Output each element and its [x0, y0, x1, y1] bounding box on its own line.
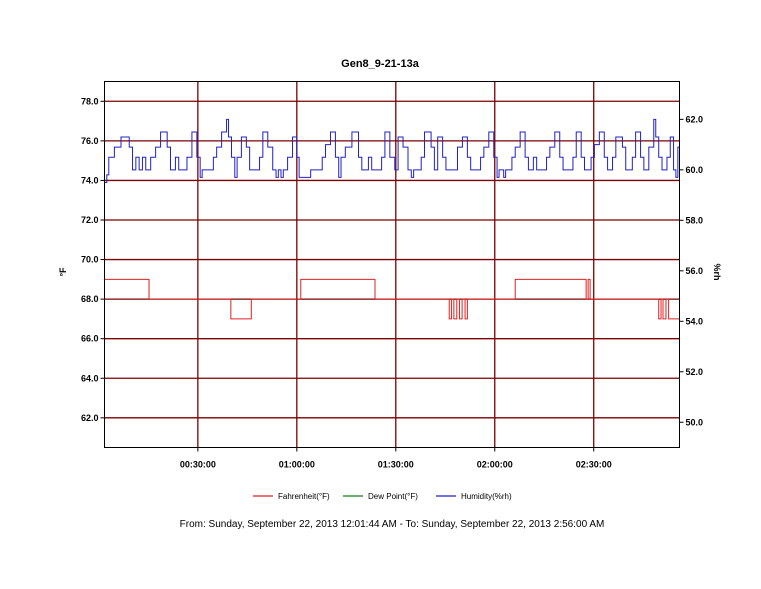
left-tick-label: 62.0	[81, 413, 99, 423]
x-tick-label: 02:30:00	[576, 460, 612, 470]
humidity-series-line	[104, 118, 680, 183]
x-tick-label: 01:00:00	[279, 460, 315, 470]
series-lines	[104, 118, 680, 320]
chart-title: Gen8_9-21-13a	[341, 58, 420, 70]
x-tick-label: 00:30:00	[180, 460, 216, 470]
left-tick-label: 64.0	[81, 373, 99, 383]
right-tick-label: 50.0	[686, 417, 704, 427]
legend-item-humidity-label: Humidity(%rh)	[461, 492, 512, 501]
right-tick-label: 54.0	[686, 316, 704, 326]
legend-item-dew-point-label: Dew Point(°F)	[368, 492, 418, 501]
left-tick-label: 66.0	[81, 334, 99, 344]
legend-item-fahrenheit-label: Fahrenheit(°F)	[278, 492, 330, 501]
plot-frame	[104, 81, 680, 448]
right-tick-label: 58.0	[686, 215, 704, 225]
date-range-footer: From: Sunday, September 22, 2013 12:01:4…	[180, 519, 605, 530]
x-tick-label: 01:30:00	[378, 460, 414, 470]
legend: Fahrenheit(°F) Dew Point(°F) Humidity(%rh)	[253, 492, 512, 501]
plot-grid	[104, 81, 680, 448]
left-tick-label: 78.0	[81, 96, 99, 106]
left-tick-label: 74.0	[81, 175, 99, 185]
left-axis-label: °F	[58, 267, 68, 277]
right-axis-ticks: 50.0 52.0 54.0 56.0 58.0 60.0 62.0	[679, 114, 704, 427]
left-tick-label: 68.0	[81, 294, 99, 304]
fahrenheit-series-line	[104, 278, 680, 320]
right-tick-label: 56.0	[686, 266, 704, 276]
left-tick-label: 70.0	[81, 255, 99, 265]
right-axis-label: %rh	[712, 263, 722, 280]
x-axis-ticks: 00:30:00 01:00:00 01:30:00 02:00:00 02:30:00	[180, 447, 612, 470]
left-tick-label: 72.0	[81, 215, 99, 225]
right-tick-label: 60.0	[686, 165, 704, 175]
right-tick-label: 62.0	[686, 114, 704, 124]
left-axis-ticks: 62.0 64.0 66.0 68.0 70.0 72.0 74.0 76.0 78.0	[81, 96, 105, 423]
right-tick-label: 52.0	[686, 367, 704, 377]
left-tick-label: 76.0	[81, 136, 99, 146]
x-tick-label: 02:00:00	[477, 460, 513, 470]
